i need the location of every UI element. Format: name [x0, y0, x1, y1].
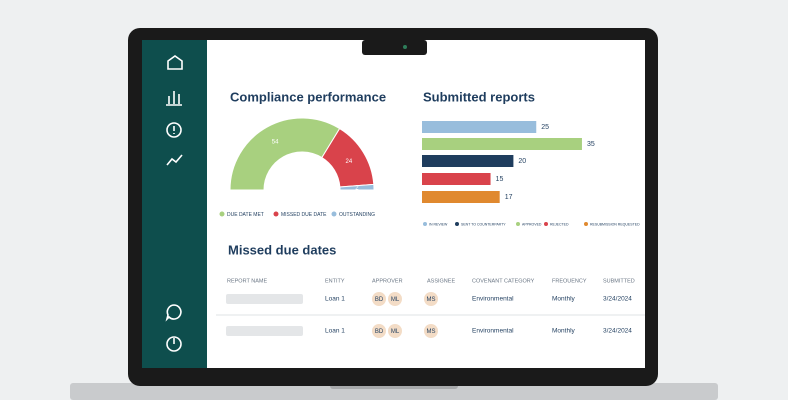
donut-segment — [339, 183, 375, 191]
avatar-initials: BD — [375, 297, 384, 303]
avatar-initials: BD — [375, 329, 384, 335]
display — [142, 40, 645, 368]
legend-swatch — [584, 222, 588, 226]
avatar — [388, 324, 402, 338]
avatar-initials: ML — [391, 329, 400, 335]
legend-swatch — [219, 211, 225, 217]
legend-label: SENT TO COUNTERPARTY — [461, 222, 506, 226]
avatar — [388, 292, 402, 306]
bar — [422, 121, 537, 133]
column-header: APPROVER — [372, 278, 403, 284]
bar-value: 20 — [518, 158, 526, 165]
bar — [422, 191, 500, 203]
segment-label: 54 — [272, 140, 279, 146]
frequency: Monthly — [552, 328, 576, 335]
avatar — [424, 292, 438, 306]
frequency: Monthly — [552, 296, 576, 303]
column-header: ENTITY — [325, 278, 345, 284]
legend-swatch — [544, 222, 548, 226]
table-title: Missed due dates — [228, 242, 336, 257]
avatar-initials: ML — [391, 297, 400, 303]
sidebar-icons — [165, 55, 183, 352]
trend-icon[interactable] — [166, 154, 183, 166]
report-name-placeholder[interactable] — [226, 326, 303, 336]
legend-swatch — [516, 222, 520, 226]
reports-icon[interactable] — [166, 91, 182, 106]
column-header: SUBMITTED — [603, 278, 635, 284]
bar — [422, 173, 491, 185]
home-icon[interactable] — [167, 55, 183, 70]
avatar — [372, 292, 386, 306]
legend-label: RESUBMISSION REQUESTED — [590, 222, 640, 226]
submitted: 3/24/2024 — [603, 296, 632, 303]
submitted: 3/24/2024 — [603, 328, 632, 335]
legend-label: DUE DATE MET — [227, 212, 264, 218]
compliance-title: Compliance performance — [230, 89, 386, 104]
avatar-initials: MS — [427, 297, 436, 303]
legend-swatch — [423, 222, 427, 226]
reports-title: Submitted reports — [423, 89, 535, 104]
legend-label: MISSED DUE DATE — [281, 212, 327, 218]
avatar — [424, 324, 438, 338]
avatar — [372, 324, 386, 338]
legend-label: REJECTED — [550, 222, 569, 226]
legend-swatch — [331, 211, 337, 217]
legend-swatch — [273, 211, 279, 217]
bar — [422, 155, 514, 167]
report-name-placeholder[interactable] — [226, 294, 303, 304]
bar-value: 25 — [541, 124, 549, 131]
segment-label: 24 — [346, 159, 353, 165]
bar-value: 35 — [587, 141, 595, 148]
legend-label: OUTSTANDING — [339, 212, 375, 218]
column-header: REPORT NAME — [227, 278, 267, 284]
column-header: FREQUENCY — [552, 278, 587, 284]
laptop-base — [70, 383, 718, 400]
column-header: COVENANT CATEGORY — [472, 278, 535, 284]
chat-icon[interactable] — [165, 304, 182, 322]
bar-value: 15 — [496, 176, 504, 183]
segment-label: 2 — [355, 185, 359, 191]
power-icon[interactable] — [166, 336, 182, 352]
entity: Loan 1 — [325, 328, 345, 335]
avatar-initials: MS — [427, 329, 436, 335]
column-header: ASSIGNEE — [427, 278, 455, 284]
camera-notch — [362, 40, 427, 55]
entity: Loan 1 — [325, 296, 345, 303]
legend-swatch — [455, 222, 459, 226]
category: Environmental — [472, 296, 514, 303]
donut-segment — [229, 117, 341, 191]
legend-label: IN REVIEW — [429, 222, 448, 226]
category: Environmental — [472, 328, 514, 335]
legend-label: APPROVED — [522, 222, 542, 226]
camera — [403, 45, 407, 49]
bar — [422, 138, 582, 150]
alert-icon[interactable] — [166, 122, 182, 138]
bar-value: 17 — [505, 194, 513, 201]
